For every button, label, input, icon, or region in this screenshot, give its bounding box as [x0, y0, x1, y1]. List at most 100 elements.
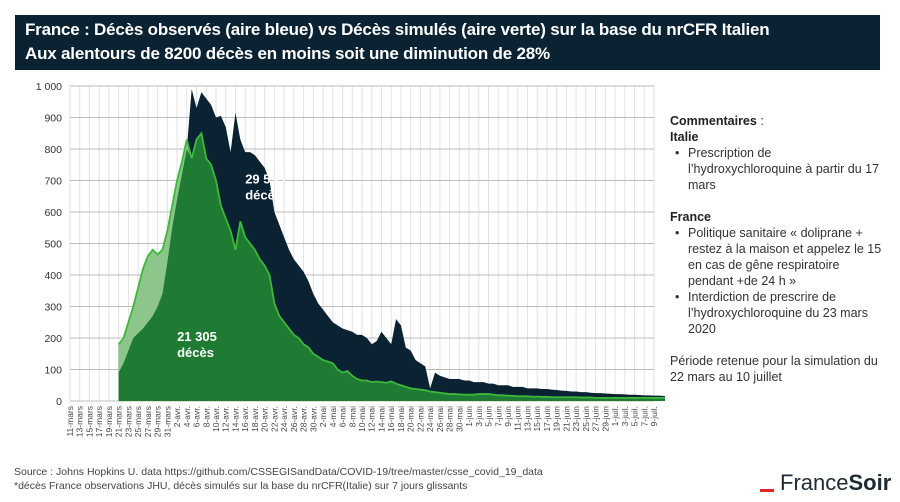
y-axis-ticks: 0 100 200 300 400 500 600 700 800 900 1 000 [36, 81, 62, 408]
annotation-value: 21 305 [177, 329, 217, 344]
x-tick-label: 15-mars [84, 406, 94, 437]
x-tick-label: 3-juin [474, 406, 484, 427]
y-tick-label: 700 [44, 176, 62, 188]
x-tick-label: 16-mai [386, 406, 396, 432]
x-tick-label: 22-mai [415, 406, 425, 432]
x-tick-label: 7-juil. [639, 406, 649, 426]
x-tick-label: 5-juil. [630, 406, 640, 426]
x-tick-label: 8-mai [347, 406, 357, 427]
x-tick-label: 13-juin [522, 406, 532, 432]
source-note: Source : Johns Hopkins U. data https://g… [14, 466, 543, 478]
x-tick-label: 29-mars [153, 406, 163, 437]
x-tick-label: 16-avr. [240, 406, 250, 432]
x-tick-label: 25-mars [133, 406, 143, 437]
footer: Source : Johns Hopkins U. data https://g… [14, 465, 543, 493]
x-tick-label: 2-mai [318, 406, 328, 427]
x-tick-label: 6-avr. [192, 406, 202, 427]
x-tick-label: 23-juin [571, 406, 581, 432]
x-tick-label: 19-juin [552, 406, 562, 432]
x-tick-label: 11-mars [65, 406, 75, 437]
x-tick-label: 10-avr. [211, 406, 221, 432]
x-tick-label: 11-juin [513, 406, 523, 431]
francesoir-logo: FranceSoir [760, 470, 891, 496]
annotation-label: décès [245, 188, 282, 203]
y-tick-label: 600 [44, 207, 62, 219]
area-common [118, 133, 665, 401]
x-tick-label: 19-mars [104, 406, 114, 437]
x-tick-label: 12-mai [367, 406, 377, 432]
x-tick-label: 13-mars [75, 406, 85, 437]
y-tick-label: 500 [44, 239, 62, 251]
x-tick-label: 27-juin [591, 406, 601, 432]
line-simulated [117, 131, 665, 399]
x-tick-label: 14-avr. [230, 406, 240, 432]
x-tick-label: 17-juin [542, 406, 552, 432]
italie-list: Prescription de l’hydroxychloroquine à p… [670, 145, 885, 193]
x-tick-label: 18-mai [396, 406, 406, 432]
x-tick-label: 28-mai [445, 406, 455, 432]
x-tick-label: 9-juin [503, 406, 513, 427]
x-tick-label: 12-avr. [221, 406, 231, 432]
x-tick-label: 29-juin [600, 406, 610, 432]
chart-subtitle: Aux alentours de 8200 décès en moins soi… [25, 44, 550, 63]
x-tick-label: 21-mars [114, 406, 124, 437]
annotation-value: 29 595 [245, 172, 285, 187]
x-tick-label: 31-mars [162, 406, 172, 437]
y-tick-label: 1 000 [36, 81, 62, 93]
x-tick-label: 4-avr. [182, 406, 192, 427]
x-tick-label: 20-mai [406, 406, 416, 432]
x-tick-label: 8-avr. [201, 406, 211, 427]
x-tick-label: 4-mai [328, 406, 338, 427]
chart-area: 0 100 200 300 400 500 600 700 800 900 1 000 11-mar… [36, 81, 665, 437]
logo-part1: France [780, 470, 849, 495]
logo-dash [760, 489, 774, 492]
comments-panel: Commentaires : Italie Prescription de l’… [670, 113, 885, 385]
comments-title: Commentaires [670, 114, 757, 128]
x-tick-label: 6-mai [338, 406, 348, 427]
y-tick-label: 800 [44, 144, 62, 156]
x-tick-label: 30-avr. [308, 406, 318, 432]
y-tick-label: 400 [44, 270, 62, 282]
y-tick-label: 200 [44, 333, 62, 345]
x-tick-label: 1-juin [464, 406, 474, 427]
x-tick-label: 15-juin [532, 406, 542, 432]
x-tick-label: 17-mars [94, 406, 104, 437]
y-tick-label: 0 [56, 396, 62, 408]
x-tick-label: 21-juin [561, 406, 571, 432]
x-tick-label: 5-juin [484, 406, 494, 427]
chart-title: France : Décès observés (aire bleue) vs … [25, 20, 770, 39]
x-tick-label: 1-juil. [610, 406, 620, 426]
annotation-label: décès [177, 345, 214, 360]
france-item: Politique sanitaire « doliprane + restez… [675, 225, 885, 289]
x-tick-label: 20-avr. [260, 406, 270, 432]
x-tick-label: 14-mai [376, 406, 386, 432]
x-tick-label: 22-avr. [269, 406, 279, 432]
x-tick-label: 27-mars [143, 406, 153, 437]
france-item: Interdiction de prescrire de l’hydroxych… [675, 289, 885, 337]
x-tick-label: 18-avr. [250, 406, 260, 432]
x-tick-label: 30-mai [454, 406, 464, 432]
title-banner: France : Décès observés (aire bleue) vs … [15, 15, 880, 70]
france-heading: France [670, 210, 711, 224]
y-tick-label: 300 [44, 302, 62, 314]
italie-heading: Italie [670, 130, 699, 144]
x-tick-label: 28-avr. [299, 406, 309, 432]
period-note: Période retenue pour la simulation du 22… [670, 354, 878, 384]
x-tick-label: 9-juil. [649, 406, 659, 426]
x-tick-label: 2-avr. [172, 406, 182, 427]
x-tick-label: 26-avr. [289, 406, 299, 432]
x-tick-label: 24-avr. [279, 406, 289, 432]
logo-part2: Soir [848, 470, 892, 495]
x-tick-label: 26-mai [435, 406, 445, 432]
x-tick-label: 24-mai [425, 406, 435, 432]
x-tick-label: 25-juin [581, 406, 591, 432]
italie-item: Prescription de l’hydroxychloroquine à p… [675, 145, 885, 193]
x-tick-label: 23-mars [123, 406, 133, 437]
y-tick-label: 900 [44, 113, 62, 125]
y-tick-label: 100 [44, 365, 62, 377]
x-tick-label: 3-juil. [620, 406, 630, 426]
comments-title-suffix: : [756, 114, 764, 128]
method-note: *décès France observations JHU, décès si… [14, 480, 468, 492]
series-areas [117, 89, 665, 401]
